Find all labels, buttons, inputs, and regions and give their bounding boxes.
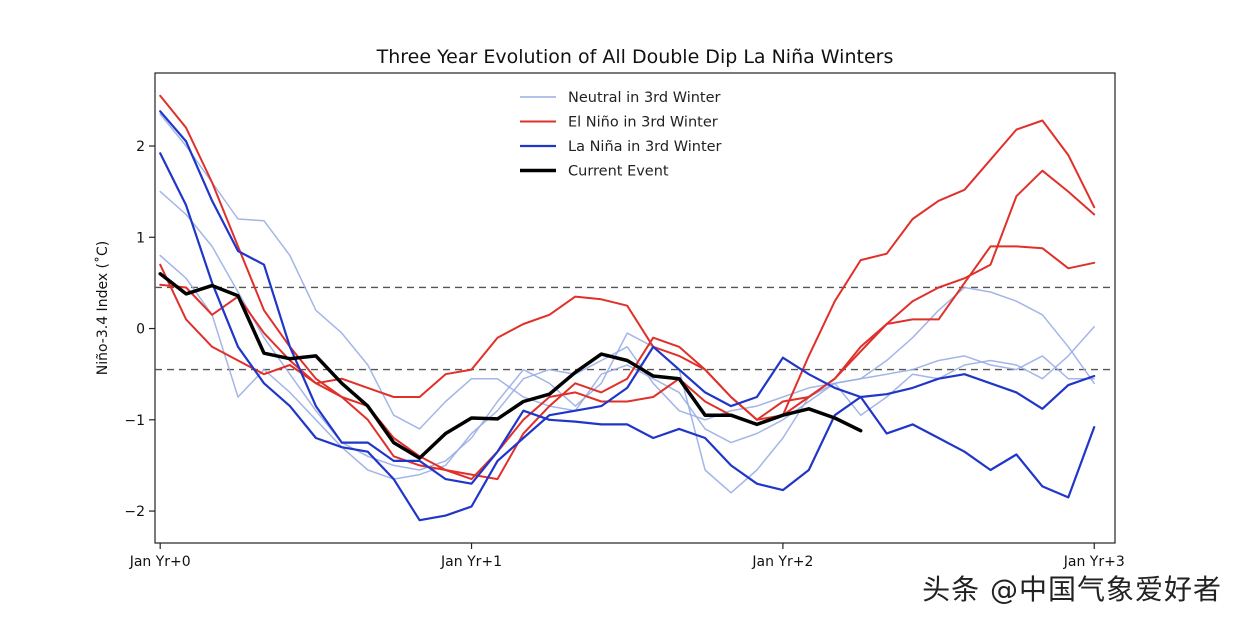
watermark: 头条 @中国气象爱好者: [922, 573, 1222, 606]
plot-area: [154, 72, 1116, 544]
series-line-el-ni-o-1: [159, 94, 1096, 481]
y-tick-label-3: 0: [136, 322, 145, 338]
y-tick-label-1: −2: [124, 504, 145, 520]
legend-label-1: Neutral in 3rd Winter: [568, 90, 721, 106]
series-line-la-ni-a-1: [159, 110, 1096, 499]
series-line-el-ni-o-3: [159, 169, 1096, 421]
x-tick-label-3: Jan Yr+2: [751, 554, 813, 570]
legend-label-2: El Niño in 3rd Winter: [568, 115, 718, 131]
y-tick-label-2: −1: [124, 413, 145, 429]
axes: Jan Yr+0 Jan Yr+1 Jan Yr+2 Jan Yr+3 −2 −1 0 1 2: [124, 139, 1124, 570]
chart-title: Three Year Evolution of All Double Dip L…: [376, 46, 894, 68]
legend-label-4: Current Event: [568, 164, 669, 180]
y-tick-label-4: 1: [136, 230, 145, 246]
legend-label-3: La Niña in 3rd Winter: [568, 139, 722, 155]
x-tick-label-4: Jan Yr+3: [1063, 554, 1125, 570]
x-tick-label-2: Jan Yr+1: [440, 554, 502, 570]
series-line-la-ni-a-2: [159, 152, 1096, 522]
series-line-neutral-1: [159, 113, 1095, 444]
y-axis-label: Niño-3.4 Index (˚C): [94, 241, 111, 376]
series-line-neutral-2: [159, 190, 1095, 494]
series-line-current-event: [158, 272, 863, 460]
series-lines: [158, 94, 1096, 522]
x-tick-label-1: Jan Yr+0: [129, 554, 191, 570]
legend: Neutral in 3rd Winter El Niño in 3rd Wint…: [520, 90, 722, 180]
y-tick-label-5: 2: [136, 139, 145, 155]
